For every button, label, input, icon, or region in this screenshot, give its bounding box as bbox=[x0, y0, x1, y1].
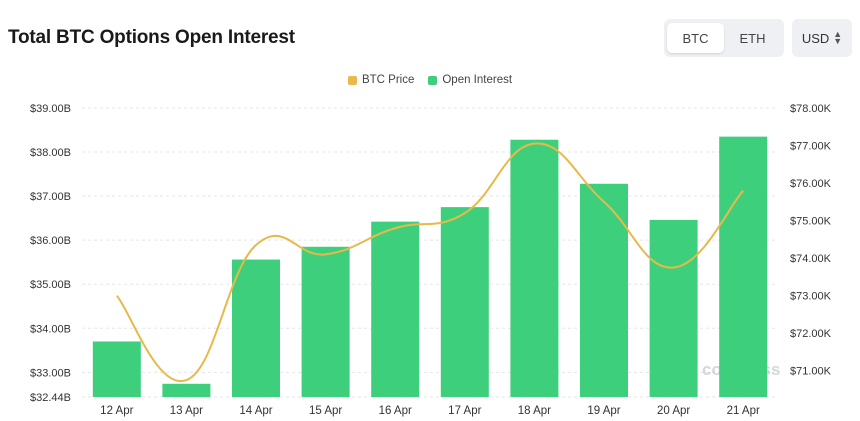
oi-bar[interactable] bbox=[719, 136, 768, 397]
legend-item-btc-price[interactable]: BTC Price bbox=[347, 74, 415, 86]
oi-bar[interactable] bbox=[649, 219, 698, 397]
eth-toggle-button[interactable]: ETH bbox=[739, 30, 766, 46]
y-right-tick-label: $78.00K bbox=[790, 103, 832, 115]
x-tick-label: 13 Apr bbox=[170, 405, 203, 417]
price-point[interactable] bbox=[601, 199, 607, 205]
y-left-tick-label: $33.00B bbox=[30, 367, 71, 379]
x-tick-label: 14 Apr bbox=[239, 405, 272, 417]
currency-select[interactable]: USD ▲ ▼ bbox=[792, 19, 852, 57]
price-point[interactable] bbox=[392, 225, 398, 231]
oi-bar[interactable] bbox=[580, 183, 628, 397]
price-point[interactable] bbox=[323, 251, 329, 257]
currency-label: USD bbox=[801, 30, 830, 46]
asset-toggle: BTC ETH bbox=[664, 19, 784, 57]
oi-bar[interactable] bbox=[92, 341, 141, 397]
y-left-tick-label: $37.00B bbox=[30, 191, 71, 203]
x-tick-label: 17 Apr bbox=[448, 405, 481, 417]
x-tick-label: 15 Apr bbox=[309, 405, 342, 417]
x-tick-label: 21 Apr bbox=[727, 405, 760, 417]
oi-bar[interactable] bbox=[301, 246, 350, 397]
legend-label-oi: Open Interest bbox=[442, 74, 513, 86]
oi-bar[interactable] bbox=[232, 259, 280, 397]
oi-bar[interactable] bbox=[371, 221, 420, 397]
legend-swatch-oi bbox=[428, 75, 438, 85]
y-right-tick-label: $77.00K bbox=[790, 141, 832, 153]
y-right-tick-label: $71.00K bbox=[790, 366, 832, 378]
oi-bar[interactable] bbox=[162, 383, 211, 397]
price-point[interactable] bbox=[671, 265, 677, 271]
price-point[interactable] bbox=[183, 377, 189, 383]
x-tick-label: 16 Apr bbox=[379, 405, 412, 417]
legend-swatch-price bbox=[347, 75, 357, 85]
x-tick-label: 19 Apr bbox=[587, 405, 620, 417]
y-right-tick-label: $76.00K bbox=[790, 178, 832, 190]
chart-legend: BTC Price Open Interest bbox=[0, 74, 860, 86]
y-right-tick-label: $72.00K bbox=[790, 328, 832, 340]
y-right-tick-label: $73.00K bbox=[790, 291, 832, 303]
y-right-tick-label: $74.00K bbox=[790, 253, 832, 265]
price-point[interactable] bbox=[531, 141, 537, 147]
select-arrows-icon: ▲ ▼ bbox=[833, 29, 843, 46]
btc-price-line bbox=[116, 142, 744, 383]
price-point[interactable] bbox=[253, 242, 259, 248]
legend-item-open-interest[interactable]: Open Interest bbox=[428, 74, 512, 86]
btc-toggle-button[interactable]: BTC bbox=[667, 23, 724, 53]
price-point[interactable] bbox=[740, 188, 746, 194]
x-tick-label: 12 Apr bbox=[100, 405, 133, 417]
x-tick-label: 18 Apr bbox=[518, 405, 551, 417]
y-left-tick-label: $34.00B bbox=[30, 323, 71, 335]
x-tick-label: 20 Apr bbox=[657, 405, 690, 417]
y-left-tick-label: $32.44B bbox=[30, 392, 71, 404]
oi-bar[interactable] bbox=[510, 139, 559, 397]
oi-bar[interactable] bbox=[440, 207, 489, 397]
price-point[interactable] bbox=[462, 210, 468, 216]
legend-label-price: BTC Price bbox=[361, 74, 415, 86]
y-left-tick-label: $36.00B bbox=[30, 235, 71, 247]
page-title: Total BTC Options Open Interest bbox=[8, 27, 295, 48]
y-left-tick-label: $39.00B bbox=[30, 103, 71, 115]
y-left-tick-label: $35.00B bbox=[30, 279, 71, 291]
y-left-tick-label: $38.00B bbox=[30, 147, 71, 159]
y-right-tick-label: $75.00K bbox=[790, 216, 832, 228]
price-point[interactable] bbox=[114, 293, 120, 299]
